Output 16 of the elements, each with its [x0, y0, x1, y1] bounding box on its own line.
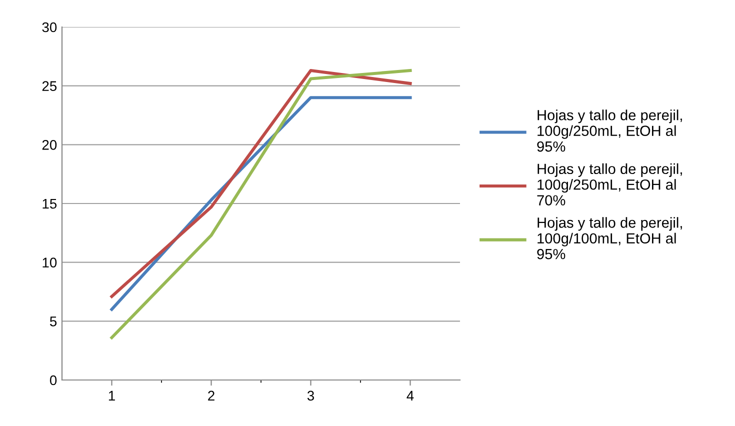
y-tick-label: 30: [42, 22, 57, 32]
y-tick-label: 10: [42, 258, 57, 268]
line-series: [110, 69, 412, 340]
y-tick-label: 15: [42, 198, 57, 209]
x-tick-label: 2: [208, 390, 214, 400]
y-tick-label: 25: [42, 81, 57, 92]
x-tick-label: 3: [307, 390, 314, 401]
y-tick-label: 5: [50, 316, 57, 326]
legend-label: Hojas y tallo de perejil, 100g/250mL, EtOH al 70%: [537, 163, 682, 206]
y-tick-label: 20: [42, 140, 57, 150]
x-tick-label: 1: [108, 390, 115, 400]
legend-label: Hojas y tallo de perejil, 100g/250mL, EtOH al 95%: [537, 110, 682, 152]
y-tick-label: 0: [50, 375, 57, 386]
line-series: [110, 69, 412, 298]
x-tick-label: 4: [406, 390, 414, 400]
legend-label: Hojas y tallo de perejil, 100g/100mL, EtOH al 95%: [537, 217, 682, 260]
